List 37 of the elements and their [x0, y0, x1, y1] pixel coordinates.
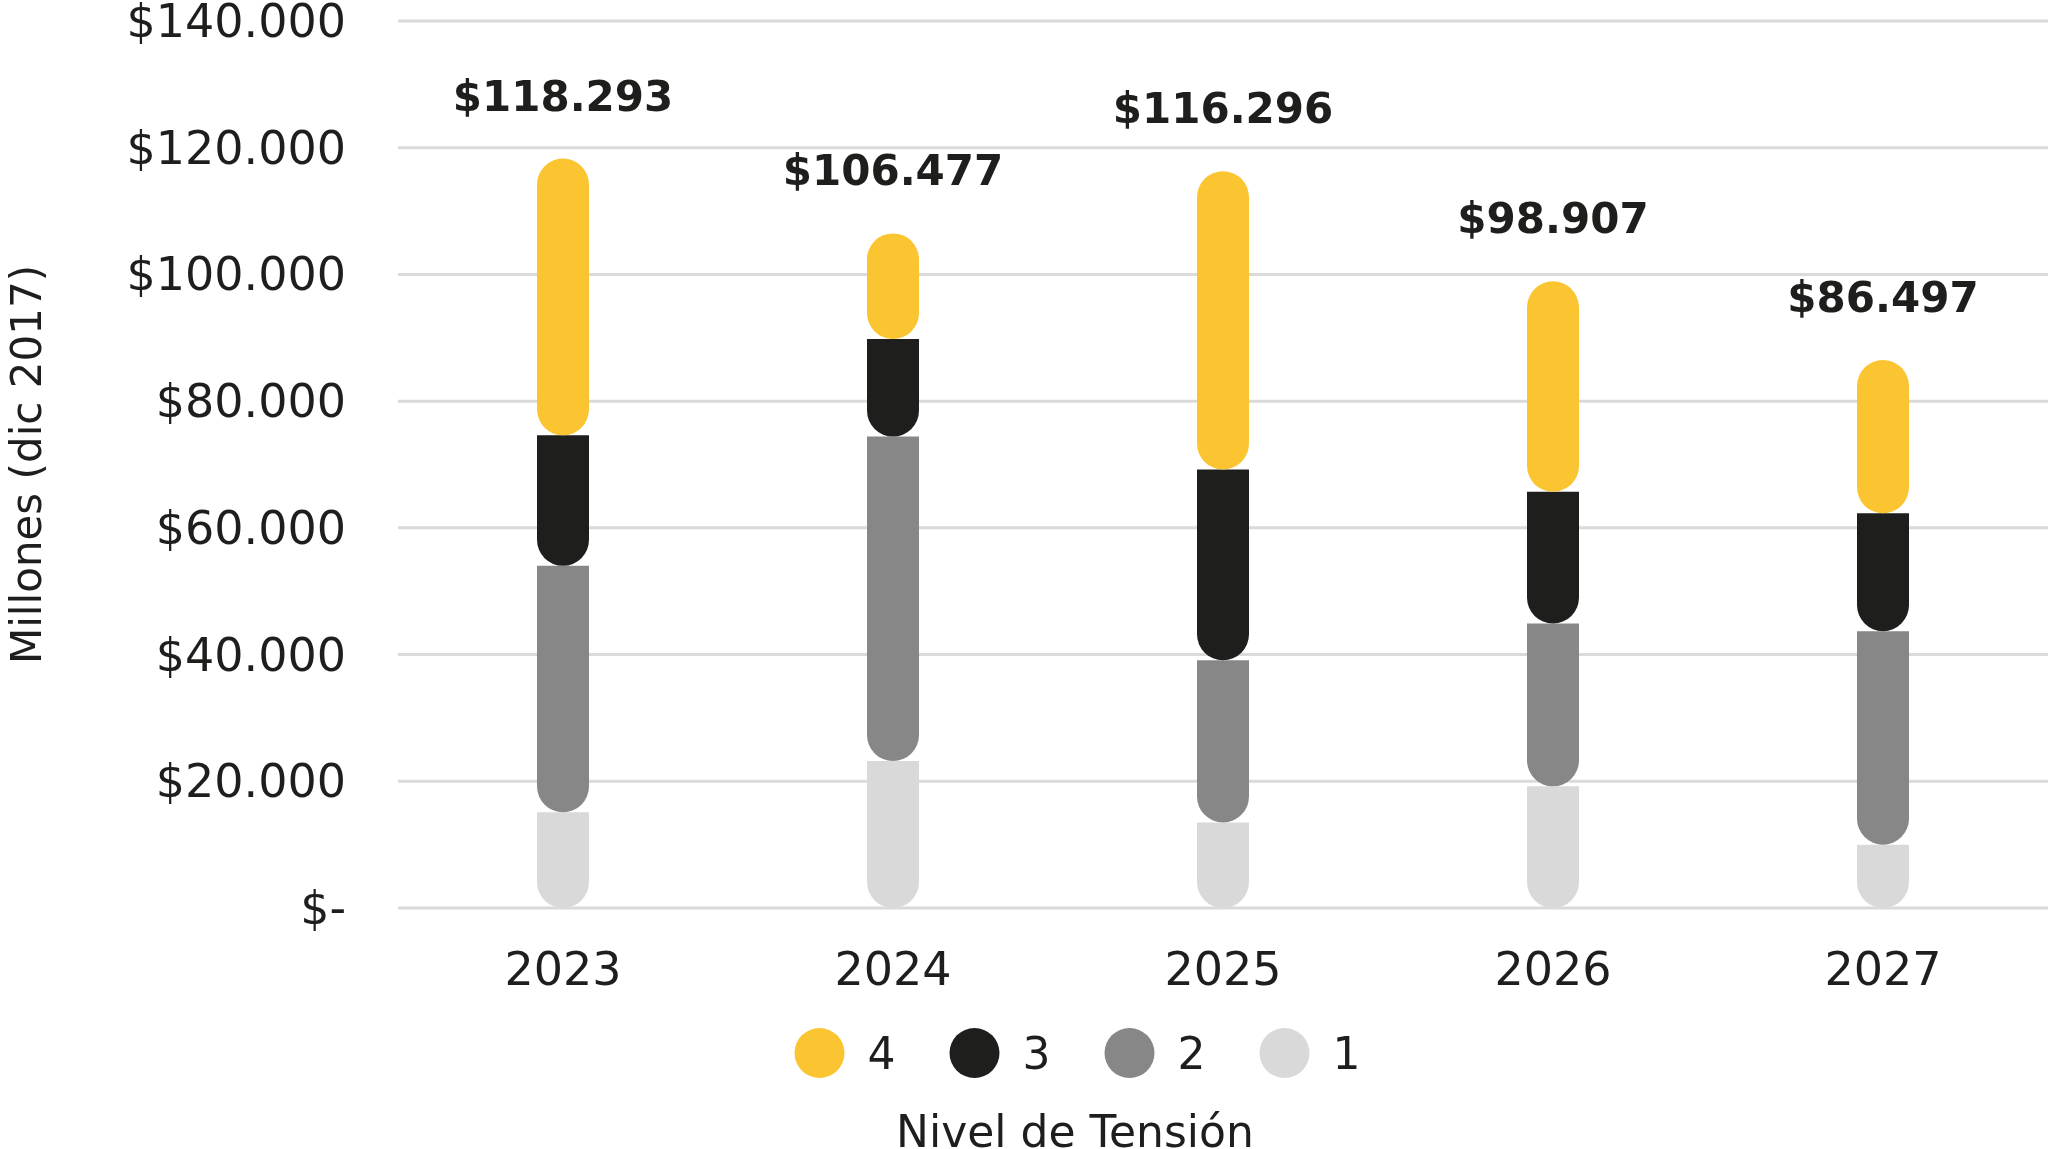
x-tick-label: 2024 [834, 942, 952, 996]
y-tick-label: $80.000 [155, 374, 346, 429]
total-label: $98.907 [1457, 194, 1649, 244]
bar [1197, 171, 1249, 470]
y-tick-label: $20.000 [155, 754, 346, 809]
total-label: $116.296 [1112, 84, 1334, 134]
legend-label: 3 [1022, 1027, 1051, 1079]
x-tick-label: 2023 [504, 942, 622, 996]
legend-label: 4 [867, 1027, 896, 1079]
bar [537, 435, 589, 566]
bar [537, 158, 589, 436]
bar [1197, 660, 1249, 823]
bar [1527, 491, 1579, 624]
legend-title: Nivel de Tensión [896, 1105, 1254, 1149]
y-axis-title: Millones (dic 2017) [1, 264, 51, 665]
bar [1857, 631, 1909, 845]
total-label: $86.497 [1787, 272, 1979, 322]
bar [867, 436, 919, 762]
x-tick-label: 2027 [1824, 942, 1942, 996]
x-tick-label: 2026 [1494, 942, 1612, 996]
y-tick-label: $140.000 [126, 0, 346, 48]
bar [1857, 513, 1909, 632]
bar [1527, 623, 1579, 787]
bar [1197, 469, 1249, 661]
y-tick-label: $60.000 [155, 500, 346, 555]
total-label: $118.293 [452, 71, 674, 121]
x-tick-label: 2025 [1164, 942, 1282, 996]
y-tick-label: $40.000 [155, 627, 346, 682]
legend-label: 1 [1332, 1027, 1361, 1079]
bar [867, 339, 919, 437]
legend-label: 2 [1177, 1027, 1206, 1079]
y-tick-label: $120.000 [126, 120, 346, 175]
y-tick-label: $- [300, 881, 346, 935]
y-tick-label: $100.000 [126, 247, 346, 302]
total-label: $106.477 [782, 146, 1004, 196]
bar [1527, 281, 1579, 492]
bar [537, 565, 589, 813]
